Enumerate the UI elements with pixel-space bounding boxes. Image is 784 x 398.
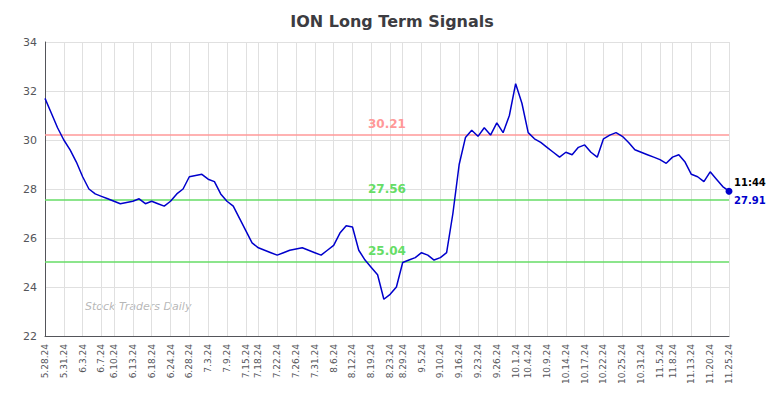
svg-text:7.3.24: 7.3.24 <box>203 344 213 373</box>
svg-text:26: 26 <box>23 232 37 245</box>
svg-text:10.31.24: 10.31.24 <box>636 344 646 384</box>
svg-text:7.26.24: 7.26.24 <box>291 344 301 379</box>
svg-text:10.4.24: 10.4.24 <box>523 344 533 379</box>
svg-text:11.5.24: 11.5.24 <box>655 344 665 379</box>
svg-text:7.31.24: 7.31.24 <box>310 344 320 379</box>
svg-text:ION Long Term Signals: ION Long Term Signals <box>290 12 494 31</box>
svg-text:27.56: 27.56 <box>368 182 406 196</box>
svg-text:6.3.24: 6.3.24 <box>78 344 88 373</box>
svg-text:8.29.24: 8.29.24 <box>398 344 408 379</box>
svg-text:9.23.24: 9.23.24 <box>473 344 483 379</box>
svg-text:5.31.24: 5.31.24 <box>59 344 69 379</box>
svg-text:7.18.24: 7.18.24 <box>253 344 263 379</box>
svg-text:10.22.24: 10.22.24 <box>598 344 608 384</box>
svg-text:34: 34 <box>23 36 37 49</box>
svg-text:24: 24 <box>23 281 37 294</box>
svg-text:7.9.24: 7.9.24 <box>222 344 232 373</box>
svg-text:9.5.24: 9.5.24 <box>417 344 427 373</box>
svg-text:8.12.24: 8.12.24 <box>347 344 357 379</box>
svg-text:10.14.24: 10.14.24 <box>561 344 571 384</box>
svg-text:11.13.24: 11.13.24 <box>686 344 696 384</box>
svg-text:Stock Traders Daily: Stock Traders Daily <box>85 300 192 313</box>
svg-text:28: 28 <box>23 183 37 196</box>
svg-text:10.9.24: 10.9.24 <box>542 344 552 379</box>
svg-text:32: 32 <box>23 85 37 98</box>
svg-text:8.23.24: 8.23.24 <box>385 344 395 379</box>
svg-text:10.1.24: 10.1.24 <box>511 344 521 379</box>
svg-text:9.10.24: 9.10.24 <box>435 344 445 379</box>
svg-text:7.15.24: 7.15.24 <box>241 344 251 379</box>
svg-text:6.10.24: 6.10.24 <box>109 344 119 379</box>
svg-text:8.6.24: 8.6.24 <box>329 344 339 373</box>
svg-text:8.19.24: 8.19.24 <box>366 344 376 379</box>
svg-text:6.28.24: 6.28.24 <box>184 344 194 379</box>
svg-text:6.24.24: 6.24.24 <box>166 344 176 379</box>
svg-text:6.13.24: 6.13.24 <box>128 344 138 379</box>
svg-text:9.16.24: 9.16.24 <box>454 344 464 379</box>
svg-text:6.18.24: 6.18.24 <box>147 344 157 379</box>
svg-text:30.21: 30.21 <box>368 117 406 131</box>
svg-text:10.17.24: 10.17.24 <box>580 344 590 384</box>
svg-text:22: 22 <box>23 330 37 343</box>
svg-text:7.22.24: 7.22.24 <box>272 344 282 379</box>
svg-text:11:44: 11:44 <box>734 177 766 188</box>
svg-text:6.7.24: 6.7.24 <box>96 344 106 373</box>
svg-text:30: 30 <box>23 134 37 147</box>
svg-text:27.91: 27.91 <box>734 195 766 206</box>
svg-text:11.25.24: 11.25.24 <box>724 344 734 384</box>
svg-text:10.25.24: 10.25.24 <box>617 344 627 384</box>
svg-text:9.26.24: 9.26.24 <box>492 344 502 379</box>
svg-text:11.20.24: 11.20.24 <box>705 344 715 384</box>
svg-text:5.28.24: 5.28.24 <box>40 344 50 379</box>
svg-text:25.04: 25.04 <box>368 244 406 258</box>
svg-text:11.8.24: 11.8.24 <box>668 344 678 379</box>
